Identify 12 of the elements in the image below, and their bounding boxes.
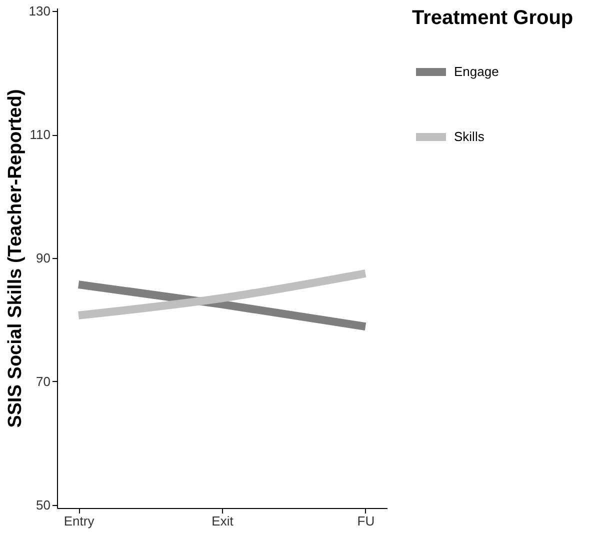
x-tick-label: Entry — [64, 514, 95, 528]
x-tick-label: Exit — [212, 514, 234, 528]
y-tick-label: 110 — [30, 127, 50, 142]
y-tick-label: 70 — [36, 374, 50, 389]
y-tick-label: 130 — [28, 4, 50, 19]
x-tick-label: FU — [357, 514, 375, 528]
y-tick-label: 50 — [36, 497, 50, 512]
legend-label: Skills — [454, 129, 485, 144]
y-tick-label: 90 — [36, 250, 50, 266]
y-axis-title: SSIS Social Skills (Teacher-Reported) — [4, 89, 26, 428]
legend-label: Engage — [454, 64, 499, 79]
legend-title: Treatment Group — [412, 7, 574, 29]
